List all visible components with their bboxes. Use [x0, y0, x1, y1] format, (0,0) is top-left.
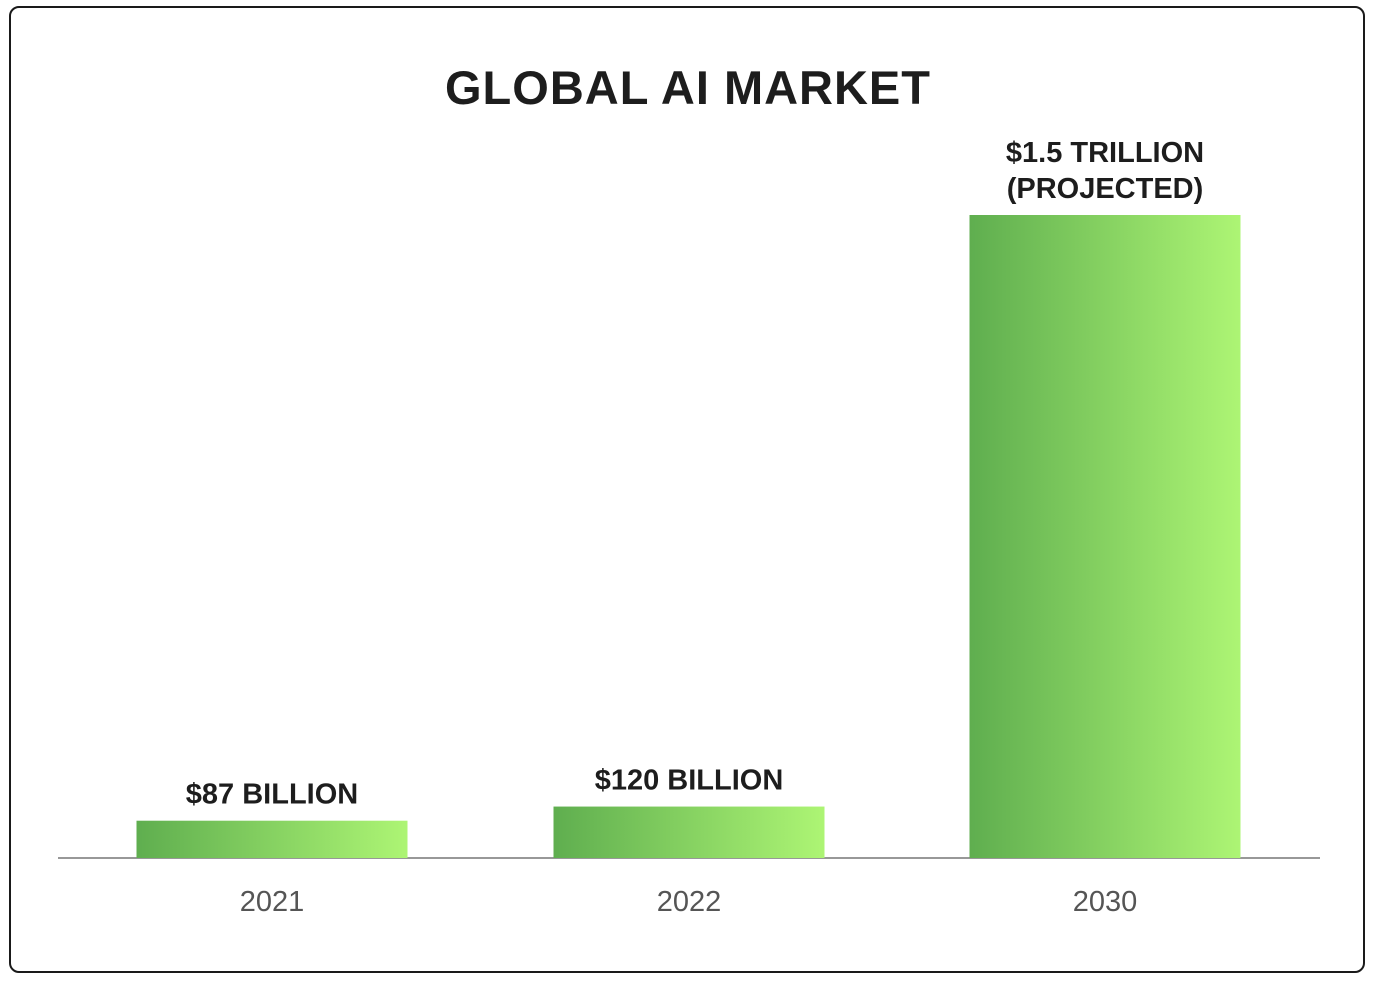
bar-2022: [553, 806, 825, 858]
x-tick-label-2030: 2030: [1073, 886, 1138, 918]
data-label-2030-line-1: $1.5 TRILLION: [1006, 137, 1204, 169]
bar-2021: [136, 820, 408, 858]
data-label-2022: $120 BILLION: [595, 765, 784, 797]
x-tick-label-2022: 2022: [657, 886, 722, 918]
bar-2030: [969, 215, 1241, 858]
data-label-2021: $87 BILLION: [186, 779, 358, 811]
x-tick-label-2021: 2021: [240, 886, 305, 918]
chart-title: GLOBAL AI MARKET: [445, 61, 931, 114]
data-label-2030-line-2: (PROJECTED): [1007, 173, 1204, 205]
